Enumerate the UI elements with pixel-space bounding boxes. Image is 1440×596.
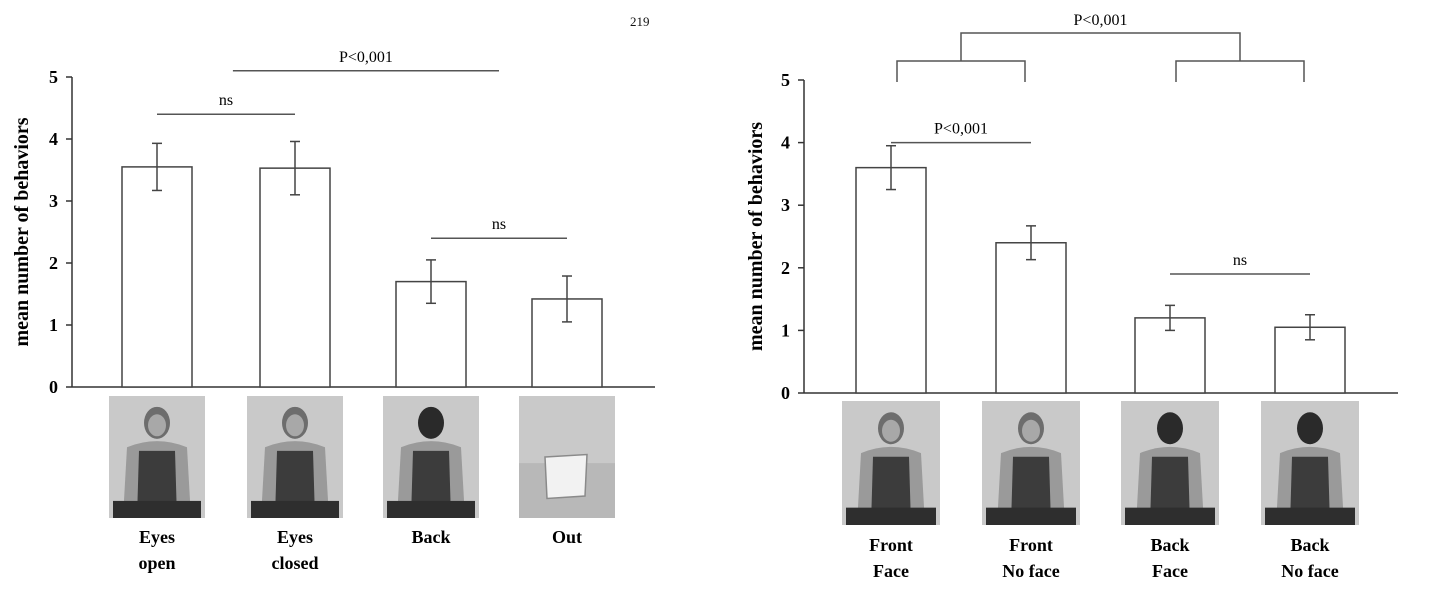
category-label-line2: Face (1152, 561, 1188, 581)
photo-person-front-face (842, 401, 940, 525)
y-tick-label: 0 (49, 377, 58, 397)
person-legs (1125, 507, 1215, 525)
bar (855, 166, 927, 394)
person-legs (1265, 507, 1355, 525)
significance-label: ns (219, 92, 233, 109)
y-tick-label: 5 (781, 70, 790, 90)
y-tick-label: 4 (781, 133, 790, 153)
significance-label: P<0,001 (339, 49, 393, 66)
photo-person-back (383, 396, 479, 518)
category-label-line1: Front (1009, 535, 1053, 555)
person-legs (986, 507, 1076, 525)
page-number: 219 (630, 14, 650, 29)
category-label-line1: Front (869, 535, 913, 555)
bar (259, 167, 331, 388)
y-tick-label: 1 (781, 320, 790, 340)
person-legs (846, 507, 936, 525)
significance-label: ns (492, 216, 506, 233)
photo-person-back-face (1121, 401, 1219, 525)
person-head (418, 406, 444, 439)
person-face (148, 414, 166, 437)
group-bracket-upper (960, 32, 1241, 61)
y-tick-label: 2 (49, 253, 58, 273)
photo-person-front-eyes-closed (247, 396, 343, 518)
person-face (1022, 419, 1040, 442)
y-axis-label: mean number of behaviors (11, 117, 33, 346)
significance-label: ns (1233, 252, 1247, 269)
y-tick-label: 5 (49, 67, 58, 87)
y-tick-label: 0 (781, 383, 790, 403)
group-bracket-label: P<0,001 (1074, 12, 1128, 29)
category-label-line2: No face (1002, 561, 1059, 581)
bar (121, 166, 193, 388)
y-tick-label: 3 (49, 191, 58, 211)
y-tick-label: 1 (49, 315, 58, 335)
significance-label: P<0,001 (934, 121, 988, 138)
person-head (1157, 412, 1183, 445)
chair-shape (544, 453, 588, 500)
category-label-line2: closed (272, 553, 319, 573)
photo-person-back-no-face (1261, 401, 1359, 525)
group-bracket-lower (896, 60, 1026, 82)
photo-person-front-no-face (982, 401, 1080, 525)
category-label-line2: open (138, 553, 175, 573)
bar (995, 242, 1067, 394)
category-label-line1: Back (1150, 535, 1189, 555)
category-label-line1: Back (411, 527, 450, 547)
chart-left: 0 1 2 3 4 5 mean number of behaviors Eyes open Ey… (11, 49, 655, 573)
category-label-line2: Face (873, 561, 909, 581)
category-label-line2: No face (1281, 561, 1338, 581)
category-label-line1: Eyes (139, 527, 175, 547)
photo-empty-chair (519, 396, 615, 518)
y-tick-label: 2 (781, 258, 790, 278)
person-legs (251, 500, 339, 518)
y-tick-label: 4 (49, 129, 58, 149)
person-legs (387, 500, 475, 518)
group-bracket-lower (1175, 60, 1305, 82)
person-head (1297, 412, 1323, 445)
y-axis-label: mean number of behaviors (745, 122, 767, 351)
category-label-line1: Out (552, 527, 582, 547)
photo-person-front-eyes-open (109, 396, 205, 518)
person-face (286, 414, 304, 437)
category-label-line1: Back (1290, 535, 1329, 555)
category-label-line1: Eyes (277, 527, 313, 547)
chart-right: 0 1 2 3 4 5 mean number of behaviors Front Face F… (745, 12, 1398, 581)
person-face (882, 419, 900, 442)
y-tick-label: 3 (781, 195, 790, 215)
person-legs (113, 500, 201, 518)
